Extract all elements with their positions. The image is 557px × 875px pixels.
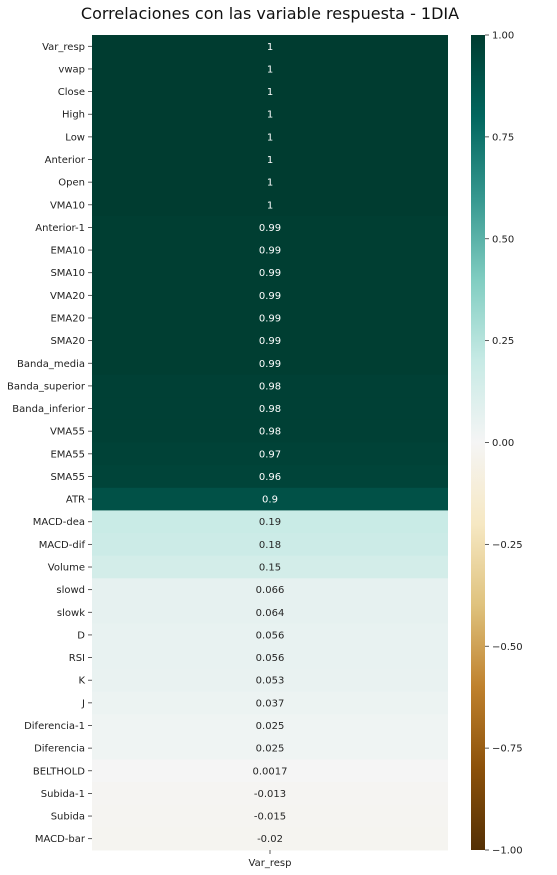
row-label: Subida (51, 812, 85, 823)
cell-value-label: 1 (267, 178, 273, 189)
row-label: SMA55 (50, 472, 85, 483)
cell-value-label: 0.96 (259, 472, 281, 483)
row-label: SMA20 (50, 336, 85, 347)
row-label: Banda_superior (7, 381, 86, 392)
cell-value-label: 0.99 (259, 223, 281, 234)
colorbar-tick-label: 0.75 (492, 132, 514, 143)
row-label: Diferencia (34, 744, 85, 755)
row-label: D (77, 630, 85, 641)
cell-value-label: -0.015 (254, 812, 286, 823)
row-label: slowk (57, 608, 85, 619)
cell-value-label: 0.98 (259, 381, 281, 392)
row-label: EMA55 (50, 449, 85, 460)
colorbar-tick-label: −1.00 (492, 846, 523, 857)
cell-value-label: 1 (267, 132, 273, 143)
row-label: K (78, 676, 85, 687)
cell-value-label: 1 (267, 200, 273, 211)
cell-value-label: 0.99 (259, 336, 281, 347)
row-label: Open (58, 178, 85, 189)
colorbar: 1.00 0.75 0.50 0.25 0.00 −0.25 −0.50 −0.75 −1.00 (471, 31, 523, 857)
row-label: slowd (56, 585, 85, 596)
cell-value-label: 0.99 (259, 268, 281, 279)
cell-value-label: 0.15 (259, 563, 281, 574)
cell-value-label: 0.18 (259, 540, 281, 551)
row-label: J (81, 698, 85, 709)
row-label: ATR (66, 495, 85, 506)
row-label: Var_resp (42, 42, 85, 53)
row-label: vwap (58, 64, 85, 75)
column-label: Var_resp (249, 858, 292, 869)
column-labels: Var_resp (249, 850, 292, 869)
row-label: High (62, 110, 85, 121)
cell-value-label: 0.99 (259, 359, 281, 370)
colorbar-tick-label: 0.00 (492, 438, 514, 449)
cell-value-label: 0.19 (259, 517, 281, 528)
cell-value-label: 0.99 (259, 246, 281, 257)
cell-value-label: 0.98 (259, 404, 281, 415)
cell-value-label: 0.9 (262, 495, 278, 506)
row-label: EMA20 (50, 313, 85, 324)
cell-value-label: 0.99 (259, 313, 281, 324)
cell-value-label: -0.013 (254, 789, 286, 800)
cell-value-label: 0.025 (256, 744, 285, 755)
row-label: Diferencia-1 (24, 721, 85, 732)
cell-value-label: 0.037 (256, 698, 285, 709)
colorbar-tick-label: −0.25 (492, 540, 523, 551)
heatmap-cells: 1 1 1 1 1 1 1 1 0.99 0.99 0.99 0.99 0.99 0.99 0.99 0.98… (92, 35, 448, 851)
row-label: Anterior (45, 155, 86, 166)
row-label: Banda_media (17, 359, 85, 370)
row-label: Subida-1 (41, 789, 85, 800)
colorbar-gradient (471, 35, 485, 850)
row-label: SMA10 (50, 268, 85, 279)
cell-value-label: 0.99 (259, 291, 281, 302)
row-label: EMA10 (50, 246, 85, 257)
cell-value-label: 0.066 (256, 585, 285, 596)
colorbar-tick-label: 0.50 (492, 234, 514, 245)
row-label: Volume (48, 563, 85, 574)
row-label: VMA10 (50, 200, 85, 211)
cell-value-label: 1 (267, 42, 273, 53)
row-label: MACD-dif (39, 540, 86, 551)
cell-value-label: 0.064 (256, 608, 285, 619)
colorbar-tick-label: 1.00 (492, 31, 514, 42)
cell-value-label: -0.02 (257, 834, 283, 845)
row-label: MACD-dea (33, 517, 85, 528)
row-label: RSI (69, 653, 85, 664)
cell-value-label: 0.053 (256, 676, 285, 687)
cell-value-label: 1 (267, 155, 273, 166)
cell-value-label: 0.025 (256, 721, 285, 732)
colorbar-tick-label: −0.50 (492, 642, 523, 653)
cell-value-label: 0.97 (259, 449, 281, 460)
row-label: Close (58, 87, 85, 98)
cell-value-label: 0.056 (256, 653, 285, 664)
row-label: BELTHOLD (33, 766, 85, 777)
colorbar-tick-label: −0.75 (492, 744, 523, 755)
row-label: VMA55 (50, 427, 85, 438)
row-label: MACD-bar (35, 834, 86, 845)
cell-value-label: 0.98 (259, 427, 281, 438)
cell-value-label: 0.0017 (253, 766, 288, 777)
row-label: Low (65, 132, 85, 143)
row-label: Banda_inferior (12, 404, 86, 415)
cell-value-label: 0.056 (256, 630, 285, 641)
row-label: Anterior-1 (35, 223, 85, 234)
colorbar-tick-label: 0.25 (492, 336, 514, 347)
cell-value-label: 1 (267, 64, 273, 75)
cell-value-label: 1 (267, 110, 273, 121)
row-label: VMA20 (50, 291, 85, 302)
cell-value-label: 1 (267, 87, 273, 98)
